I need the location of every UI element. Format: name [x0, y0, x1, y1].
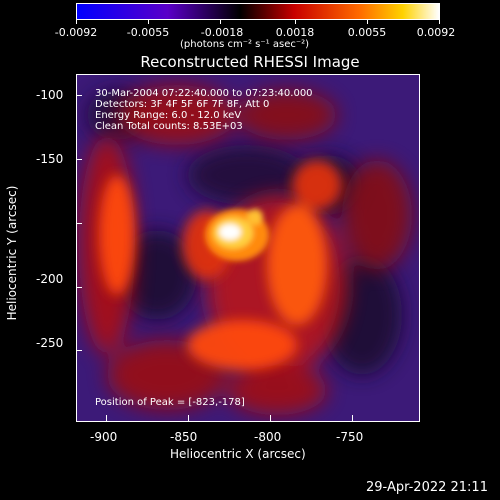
- x-tick-mark: [106, 415, 107, 421]
- plot-timestamp: 29-Apr-2022 21:11: [366, 480, 488, 495]
- info-method-counts: Clean Total counts: 8.53E+03: [95, 121, 243, 132]
- image-title: Reconstructed RHESSI Image: [140, 53, 360, 71]
- y-axis-label: Heliocentric Y (arcsec): [5, 185, 19, 321]
- colorbar-tick-label: -0.0018: [200, 26, 244, 39]
- y-tick-label: -250: [36, 336, 64, 350]
- y-tick-label: -150: [36, 152, 64, 166]
- info-time-range: 30-Mar-2004 07:22:40.000 to 07:23:40.000: [95, 88, 313, 99]
- x-tick-label: -850: [170, 430, 198, 444]
- colorbar-tick-label: 0.0055: [347, 26, 387, 39]
- colorbar-tick-mark: [76, 20, 77, 24]
- x-tick-label: -800: [254, 430, 282, 444]
- colorbar-tick-label: 0.0092: [416, 26, 456, 39]
- info-energy-range: Energy Range: 6.0 - 12.0 keV: [95, 110, 242, 121]
- x-tick-mark: [352, 415, 353, 421]
- colorbar-tick-label: -0.0092: [54, 26, 98, 39]
- colorbar-tick-mark: [148, 20, 149, 24]
- colorbar-tick-mark: [367, 20, 368, 24]
- colorbar-tick-label: -0.0055: [126, 26, 170, 39]
- y-tick-label: -100: [36, 88, 64, 102]
- y-tick-mark: [76, 287, 82, 288]
- y-tick-mark: [76, 223, 82, 224]
- colorbar-tick-mark: [439, 20, 440, 24]
- y-tick-mark: [76, 95, 82, 96]
- info-detectors: Detectors: 3F 4F 5F 6F 7F 8F, Att 0: [95, 99, 270, 110]
- y-tick-mark: [76, 350, 82, 351]
- x-tick-mark: [270, 415, 271, 421]
- colorbar-tick-mark: [220, 20, 221, 24]
- y-tick-label: -200: [36, 272, 64, 286]
- info-peak-position: Position of Peak = [-823,-178]: [95, 397, 245, 408]
- x-tick-mark: [188, 415, 189, 421]
- colorbar: [76, 3, 440, 20]
- y-tick-mark: [76, 159, 82, 160]
- colorbar-units: (photons cm⁻² s⁻¹ asec⁻²): [180, 39, 310, 50]
- x-axis-label: Heliocentric X (arcsec): [170, 447, 306, 461]
- colorbar-tick-mark: [295, 20, 296, 24]
- image-plot: 30-Mar-2004 07:22:40.000 to 07:23:40.000…: [76, 74, 420, 422]
- x-tick-label: -750: [336, 430, 364, 444]
- rhessi-image: [77, 75, 419, 421]
- colorbar-tick-label: 0.0018: [275, 26, 315, 39]
- x-tick-label: -900: [90, 430, 118, 444]
